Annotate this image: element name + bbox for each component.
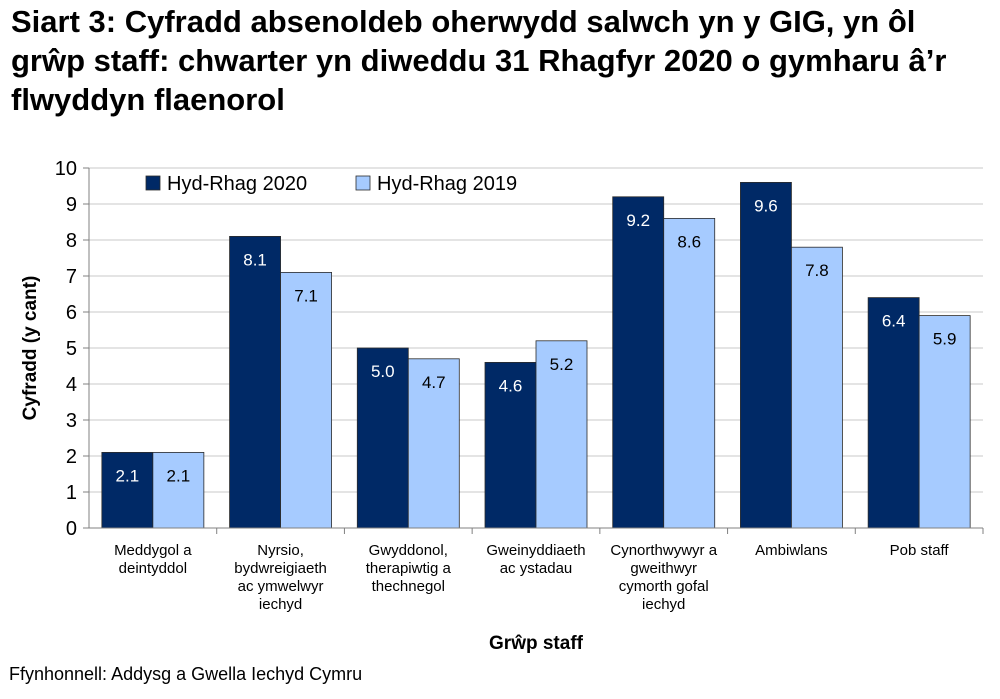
data-label: 9.2 [626, 211, 650, 230]
axes: 0 1 2 3 4 5 6 7 8 9 10 Meddygol a deintyddol Nyrsio, b… [20, 158, 984, 654]
data-label: 4.7 [422, 373, 446, 392]
bar [867, 297, 920, 529]
category-label-line: gweithwyr [630, 560, 697, 577]
bar [740, 181, 792, 529]
legend-swatch [145, 175, 161, 191]
y-tick-label: 9 [66, 194, 77, 216]
category-label: Gweinyddiaeth ac ystadau [486, 542, 585, 577]
y-tick-label: 3 [66, 410, 77, 432]
category-label: Nyrsio, bydwreigiaeth ac ymwelwyr iechyd [234, 542, 327, 613]
category-label: Cynorthwywyr a gweithwyr cymorth gofal iech… [610, 542, 717, 613]
y-tick-label: 0 [66, 518, 77, 540]
category-label-line: Gweinyddiaeth [486, 542, 585, 559]
y-tick-label: 6 [66, 302, 77, 324]
category-label-line: deintyddol [119, 560, 187, 577]
bar [918, 315, 971, 529]
y-tick-label: 8 [66, 230, 77, 252]
bar [612, 196, 665, 529]
bar [280, 271, 332, 529]
y-tick-label: 10 [55, 158, 77, 180]
category-label-line: Pob staff [890, 542, 950, 559]
y-tick-label: 1 [66, 482, 77, 504]
legend-label: Hyd-Rhag 2019 [377, 173, 517, 195]
category-label: Pob staff [890, 542, 950, 559]
category-label: Meddygol a deintyddol [114, 542, 192, 577]
data-label: 9.6 [754, 196, 778, 215]
data-label: 7.8 [805, 261, 829, 280]
data-label: 7.1 [294, 286, 318, 305]
category-label-line: thechnegol [372, 578, 445, 595]
data-label: 5.9 [933, 330, 957, 349]
bar [229, 235, 281, 529]
data-label: 6.4 [882, 312, 906, 331]
data-label: 8.6 [677, 232, 701, 251]
bar [535, 340, 588, 529]
category-label-line: iechyd [642, 596, 685, 613]
data-label: 8.1 [243, 250, 267, 269]
category-label-line: cymorth gofal [619, 578, 709, 595]
y-tick-label: 7 [66, 266, 77, 288]
x-axis-title: Grŵp staff [489, 633, 584, 654]
category-label-line: bydwreigiaeth [234, 560, 327, 577]
bars [101, 181, 971, 529]
bar [356, 347, 409, 529]
category-label-line: therapiwtig a [366, 560, 452, 577]
y-axis-title: Cyfradd (y cant) [20, 276, 41, 421]
data-label: 2.1 [116, 466, 140, 485]
data-labels: 2.1 2.1 8.1 7.1 5.0 4.7 4.6 5.2 9.2 8.6 9.6 7.8 6.4 5… [116, 196, 957, 485]
y-tick-label: 5 [66, 338, 77, 360]
bar [484, 361, 537, 529]
y-tick-label: 4 [66, 374, 77, 396]
category-label: Gwyddonol, therapiwtig a thechnegol [366, 542, 452, 595]
data-label: 4.6 [499, 376, 523, 395]
bar [152, 451, 205, 529]
data-label: 5.0 [371, 362, 395, 381]
category-label: Ambiwlans [755, 542, 828, 559]
chart-title: Siart 3: Cyfradd absenoldeb oherwydd sal… [11, 4, 947, 117]
category-label-line: Gwyddonol, [369, 542, 448, 559]
category-label-line: iechyd [259, 596, 302, 613]
source-note: Ffynhonnell: Addysg a Gwella Iechyd Cymr… [9, 664, 363, 684]
category-label-line: Ambiwlans [755, 542, 828, 559]
category-label-line: ac ymwelwyr [238, 578, 324, 595]
category-label-line: ac ystadau [500, 560, 573, 577]
bar [101, 451, 154, 529]
legend-swatch [355, 175, 371, 191]
bar [791, 246, 843, 529]
legend-label: Hyd-Rhag 2020 [167, 173, 307, 195]
category-label-line: Nyrsio, [257, 542, 304, 559]
bar [407, 358, 460, 529]
category-label-line: Meddygol a [114, 542, 192, 559]
bar [663, 217, 716, 529]
category-label-line: Cynorthwywyr a [610, 542, 717, 559]
data-label: 5.2 [550, 355, 574, 374]
legend: Hyd-Rhag 2020 Hyd-Rhag 2019 [145, 173, 517, 195]
data-label: 2.1 [167, 466, 191, 485]
y-tick-label: 2 [66, 446, 77, 468]
